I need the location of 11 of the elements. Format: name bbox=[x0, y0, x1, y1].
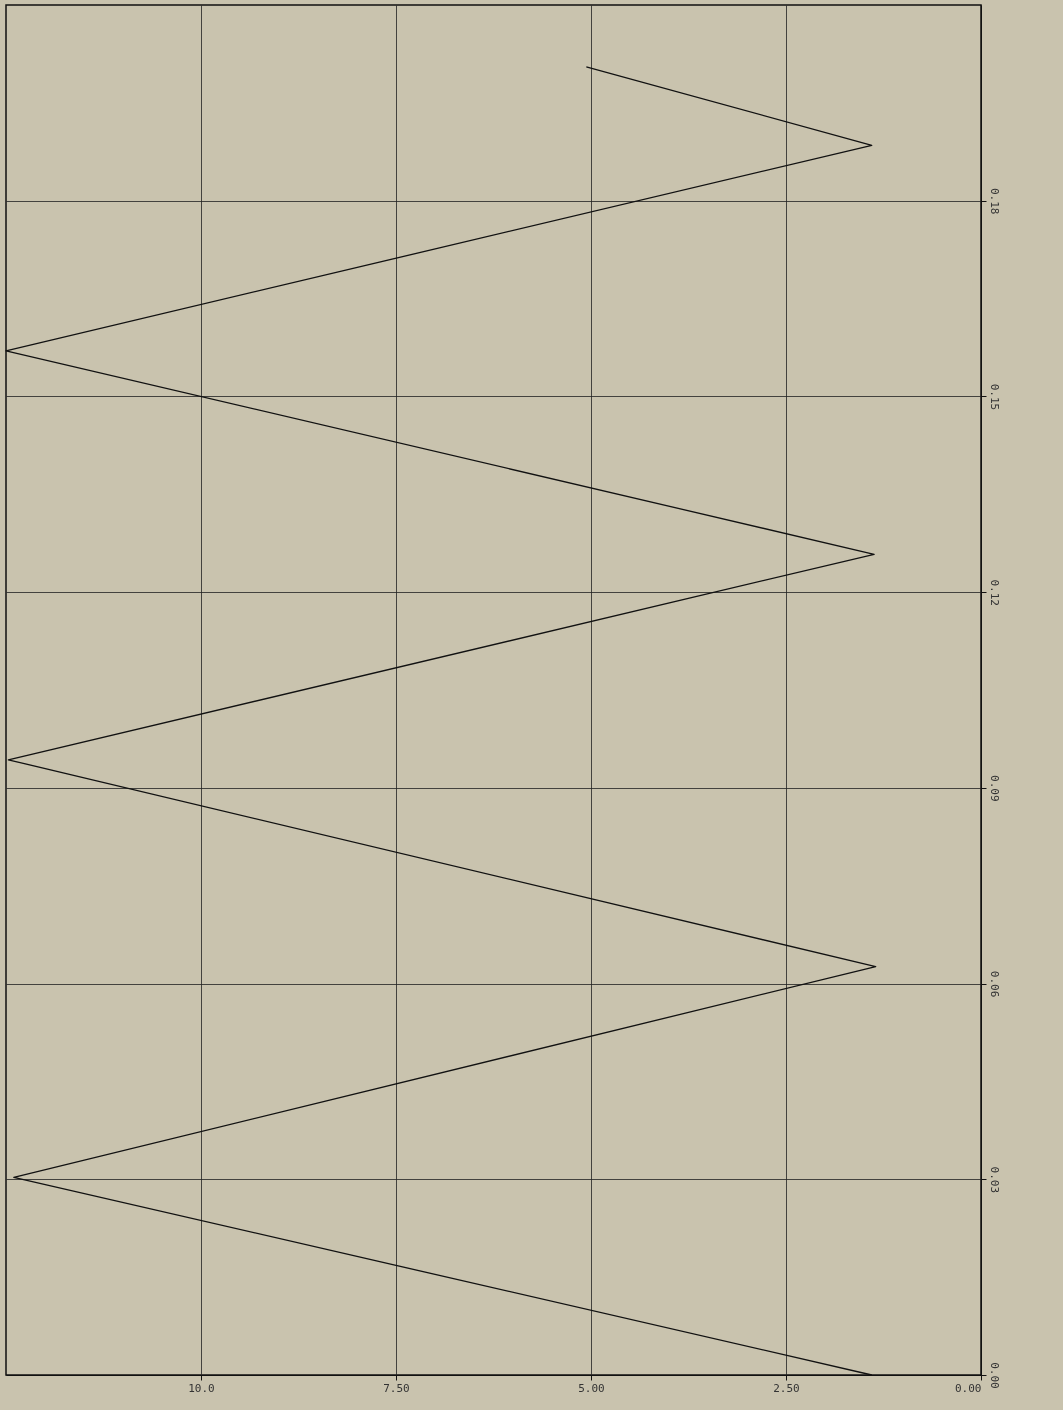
y-tick-label: 0.09 bbox=[987, 775, 1001, 802]
y-tick-label: 0.12 bbox=[987, 579, 1001, 606]
y-tick-label: 0.15 bbox=[987, 383, 1001, 411]
y-tick-label: 0.06 bbox=[987, 970, 1001, 998]
x-tick-label: 10.0 bbox=[188, 1381, 215, 1395]
x-tick-label: 7.50 bbox=[383, 1381, 410, 1395]
x-tick-label: 5.00 bbox=[578, 1381, 605, 1395]
x-tick-label: 0.00 bbox=[955, 1381, 982, 1395]
x-tick-label: 2.50 bbox=[773, 1381, 800, 1395]
y-tick-label: 0.18 bbox=[987, 187, 1001, 215]
y-tick-label: 0.03 bbox=[987, 1166, 1001, 1194]
